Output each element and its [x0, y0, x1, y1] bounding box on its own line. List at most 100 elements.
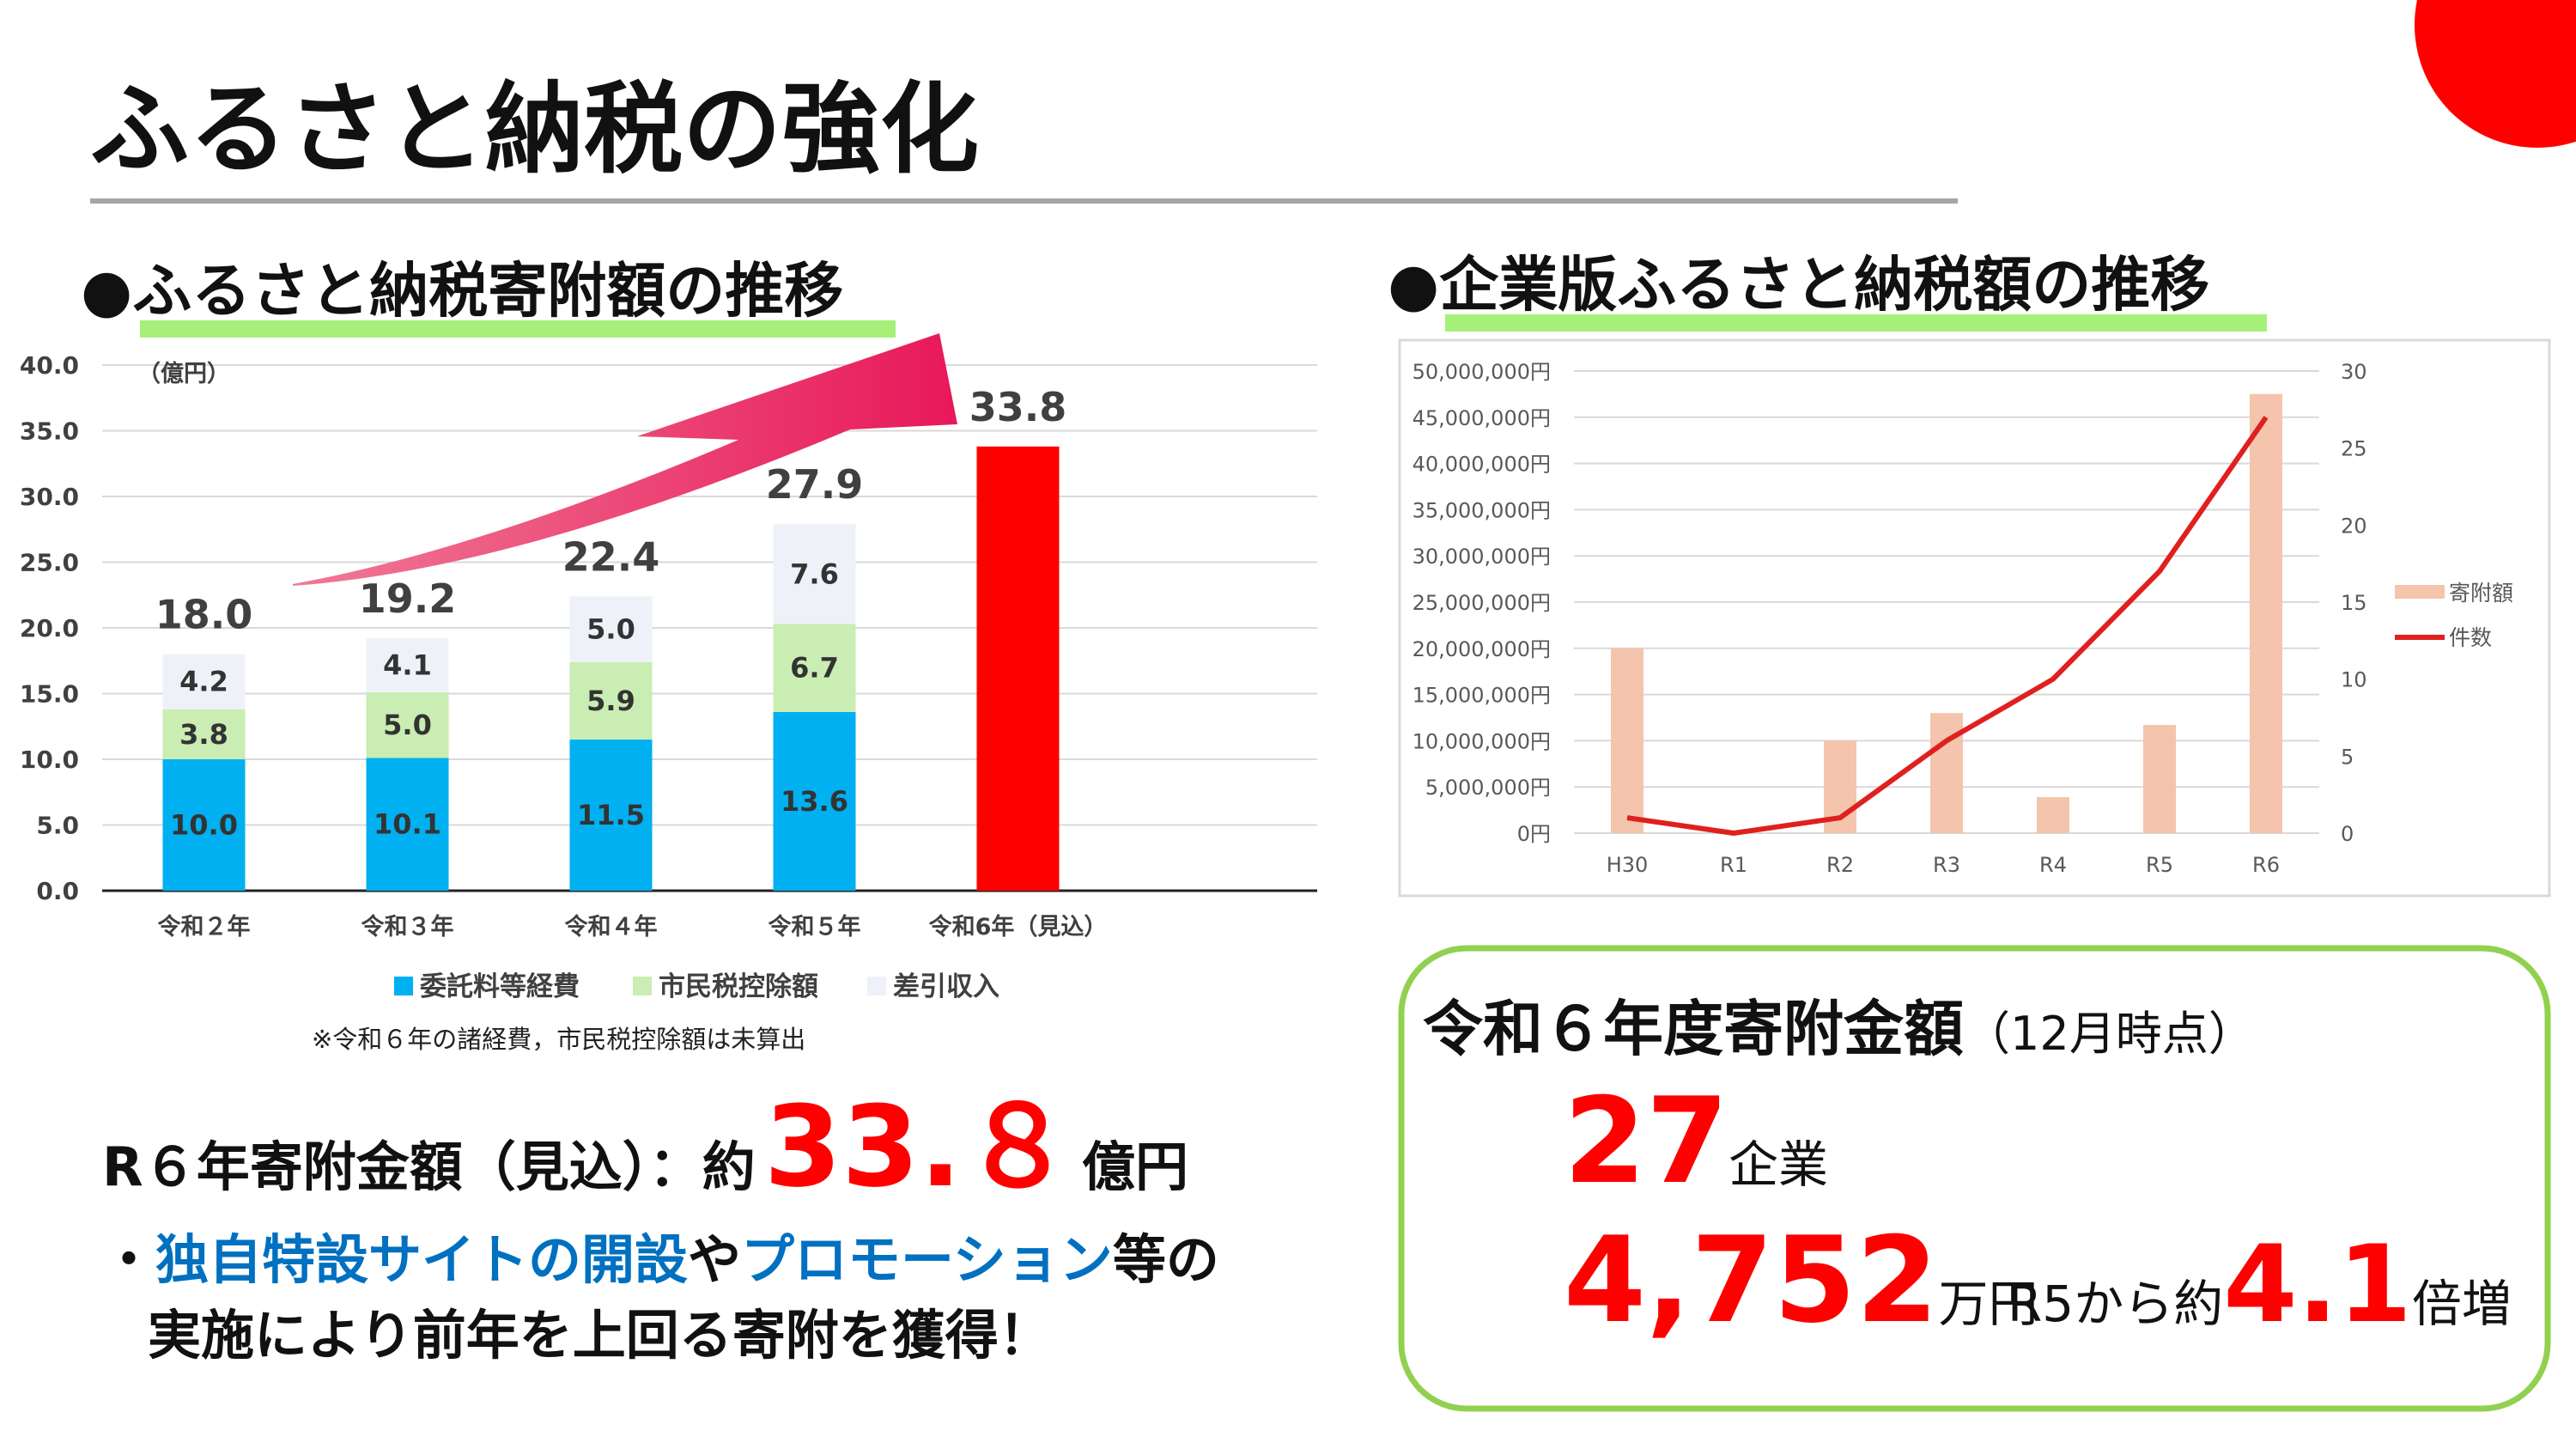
amount-line: 4,752万円 [1564, 1211, 2038, 1349]
y-tick-label: 10,000,000円 [1413, 729, 1551, 753]
result-box [1398, 945, 2551, 1412]
total-label: 27.9 [766, 461, 864, 508]
amount-unit: 万円 [1939, 1275, 2038, 1333]
bar-segment [366, 638, 449, 692]
section-heading: ●企業版ふるさと納税額の推移 [1388, 251, 2209, 320]
box-title: 令和６年度寄附金額 [1423, 994, 1964, 1064]
box-title-line: 令和６年度寄附金額（12月時点） [1423, 994, 2255, 1064]
legend-label: 委託料等経費 [420, 971, 580, 1002]
bar-segment [773, 524, 856, 624]
y-tick-label: 20,000,000円 [1413, 637, 1551, 661]
bullet-line: 実施により前年を上回る寄附を獲得！ [148, 1304, 1052, 1367]
x-tick-label: R4 [2039, 853, 2067, 877]
legend-swatch [394, 977, 413, 995]
bar-segment [569, 740, 653, 891]
slide-title: ふるさと納税の強化 [90, 72, 979, 187]
x-tick-label: R1 [1720, 853, 1747, 877]
bullet-mark: ・ [102, 1228, 155, 1291]
section-heading: ●ふるさと納税寄附額の推移 [81, 257, 843, 326]
ratio-unit: 倍増 [2412, 1275, 2512, 1333]
bullet-etc: 等の [1113, 1228, 1219, 1291]
y-tick-label: 25.0 [20, 549, 79, 577]
summary-text: R６年寄附金額（見込）：約33.８ 億円 [102, 1081, 1188, 1212]
y-tick-label: 5.0 [36, 812, 79, 840]
summary-amount: 33.８ [764, 1081, 1073, 1212]
bar-label: 10.0 [170, 809, 238, 842]
box-note: （12月時点） [1964, 1007, 2255, 1061]
bar-label: 5.9 [586, 685, 635, 717]
x-tick-label: R5 [2146, 853, 2173, 877]
total-label: 22.4 [562, 533, 660, 580]
y-tick-label: 20.0 [20, 614, 79, 642]
legend-label: 寄附額 [2449, 581, 2513, 606]
bullet-site: 独自特設サイトの開設 [155, 1228, 688, 1291]
bar-segment [366, 758, 449, 891]
bar-label: 7.6 [790, 557, 839, 590]
y-tick-label: 5,000,000円 [1425, 776, 1551, 800]
legend-label: 差引収入 [893, 971, 999, 1002]
companies-line: 27企業 [1564, 1072, 1828, 1210]
bar-segment [162, 709, 246, 759]
x-tick-label: R6 [2252, 853, 2280, 877]
y-tick-label: 15.0 [20, 680, 79, 709]
y-tick-label: 30.0 [20, 483, 79, 511]
bar-label: 4.1 [383, 649, 432, 682]
chart-donations: 0.0 5.0 10.0 15.0 20.0 25.0 30.0 35.0 40.0 （億円） 令和… [20, 351, 1317, 1054]
bar-label: 5.0 [383, 709, 432, 741]
ratio-value: 4.1 [2223, 1223, 2412, 1347]
bar-label: 13.6 [781, 785, 848, 818]
y-tick-label: 35,000,000円 [1413, 498, 1551, 522]
y2-tick-label: 15 [2341, 591, 2367, 615]
y-tick-label: 10.0 [20, 746, 79, 774]
total-label: 33.8 [969, 384, 1067, 430]
total-label: 19.2 [359, 575, 457, 622]
bar-segment [569, 596, 653, 662]
bar-label: 3.8 [179, 718, 228, 751]
y2-tick-label: 0 [2341, 822, 2354, 846]
chart-corporate: 0円 5,000,000円 10,000,000円 15,000,000円 20,000… [1413, 360, 2513, 877]
legend-label: 件数 [2449, 625, 2492, 650]
y-tick-label: 45,000,000円 [1413, 406, 1551, 430]
y-tick-label: 0.0 [36, 877, 79, 905]
amount-value: 4,752 [1564, 1211, 1939, 1349]
bar [976, 446, 1060, 891]
x-tick-label: R3 [1933, 853, 1960, 877]
bar-label: 10.1 [374, 808, 441, 841]
y2-tick-label: 25 [2341, 437, 2367, 461]
y2-tick-label: 20 [2341, 514, 2367, 538]
bar [2037, 797, 2069, 833]
x-tick-label: 令和２年 [158, 913, 251, 941]
legend-swatch [633, 977, 652, 995]
legend-swatch [867, 977, 886, 995]
x-tick-label: H30 [1607, 853, 1649, 877]
y-tick-label: 25,000,000円 [1413, 591, 1551, 615]
y2-tick-label: 30 [2341, 360, 2367, 384]
bar-label: 5.0 [586, 613, 635, 646]
decor-circle [2415, 0, 2576, 148]
bar-segment [366, 691, 449, 758]
bar-segment [569, 661, 653, 740]
ratio-lead: R5から約 [2008, 1275, 2223, 1333]
summary-lead: R６年寄附金額（見込）：約 [102, 1135, 756, 1198]
y-tick-label: 15,000,000円 [1413, 684, 1551, 708]
companies-unit: 企業 [1728, 1135, 1828, 1194]
x-tick-label: 令和３年 [361, 913, 454, 941]
y-tick-label: 40.0 [20, 351, 79, 380]
bar-segment [773, 624, 856, 712]
bar [2250, 393, 2282, 833]
chart-frame [1398, 338, 2551, 898]
ratio-line: R5から約4.1倍増 [2008, 1223, 2512, 1347]
legend-swatch [2395, 585, 2445, 599]
x-tick-label: R2 [1826, 853, 1854, 877]
title-rule [90, 198, 1958, 204]
y-unit-label: （億円） [137, 361, 230, 387]
x-tick-label: 令和6年（見込） [929, 913, 1108, 941]
y-tick-label: 30,000,000円 [1413, 545, 1551, 569]
bar [2143, 725, 2176, 833]
x-tick-label: 令和４年 [565, 913, 658, 941]
bar-segment [162, 654, 246, 709]
bar-label: 4.2 [179, 666, 228, 698]
summary-unit: 億円 [1082, 1135, 1188, 1198]
total-label: 18.0 [155, 592, 253, 638]
